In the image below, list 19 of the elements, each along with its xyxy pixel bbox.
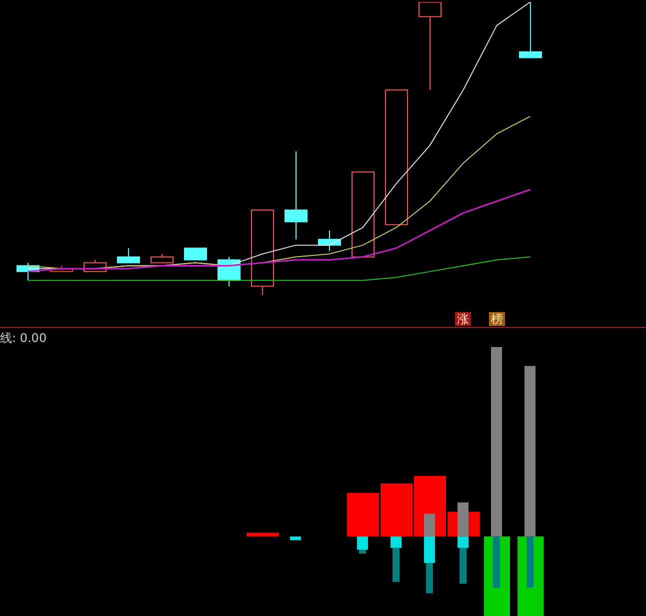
text: 榜: [489, 312, 505, 326]
bar: [424, 536, 435, 563]
bar: [246, 532, 278, 536]
bar: [491, 347, 502, 536]
bar: [493, 536, 500, 588]
bar: [357, 536, 368, 550]
bar: [424, 514, 435, 536]
bar: [390, 536, 402, 548]
bar: [526, 536, 534, 588]
candlestick: [117, 248, 140, 264]
candlestick: [184, 248, 207, 260]
text: 涨: [455, 312, 471, 326]
bar: [458, 502, 468, 536]
candlestick: [284, 150, 308, 240]
bar: [458, 536, 468, 548]
chart-title: 线: 0.00: [0, 330, 47, 347]
bar: [524, 366, 536, 536]
candlestick: [519, 2, 542, 58]
bar: [290, 536, 301, 540]
